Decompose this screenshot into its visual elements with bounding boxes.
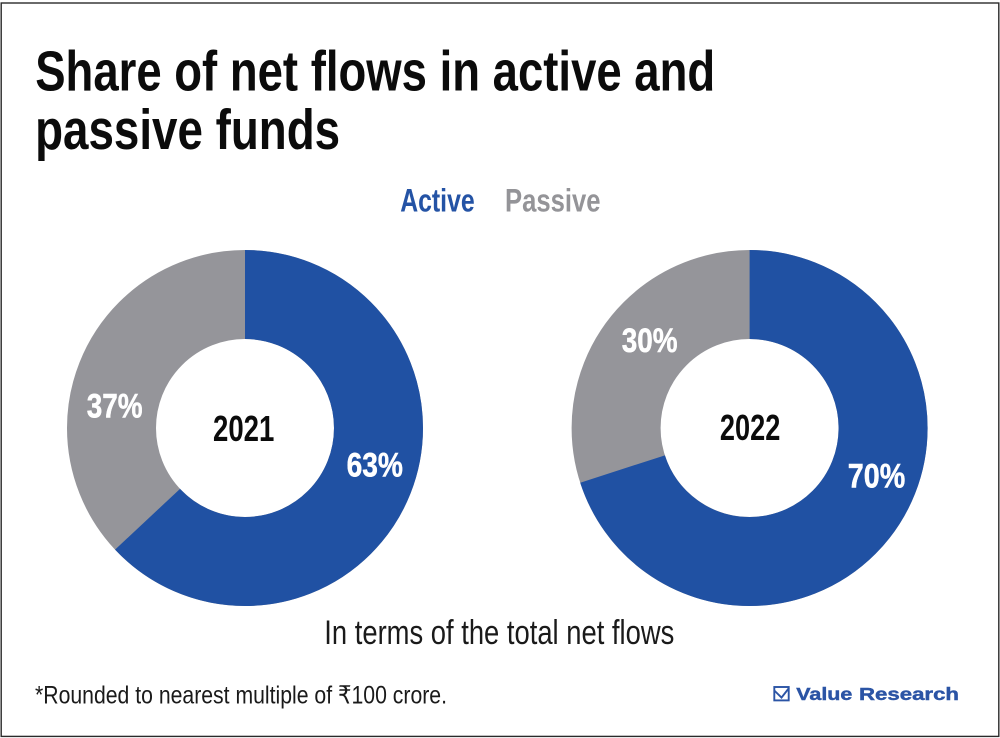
svg-text:Research: Research xyxy=(859,685,959,704)
svg-text:Value: Value xyxy=(796,685,852,704)
svg-text:passive funds: passive funds xyxy=(35,98,340,162)
svg-text:Active: Active xyxy=(400,183,475,219)
svg-text:2022: 2022 xyxy=(720,407,780,448)
svg-text:63%: 63% xyxy=(347,446,403,484)
svg-text:37%: 37% xyxy=(87,388,143,426)
svg-text:In terms of the total net flow: In terms of the total net flows xyxy=(324,614,674,652)
svg-text:Share of net flows in active a: Share of net flows in active and xyxy=(35,39,715,103)
svg-text:2021: 2021 xyxy=(213,408,274,449)
svg-text:70%: 70% xyxy=(848,458,905,496)
svg-text:Passive: Passive xyxy=(505,183,601,219)
svg-text:*Rounded to nearest multiple o: *Rounded to nearest multiple of ₹100 cro… xyxy=(35,682,447,710)
svg-text:30%: 30% xyxy=(622,322,678,360)
